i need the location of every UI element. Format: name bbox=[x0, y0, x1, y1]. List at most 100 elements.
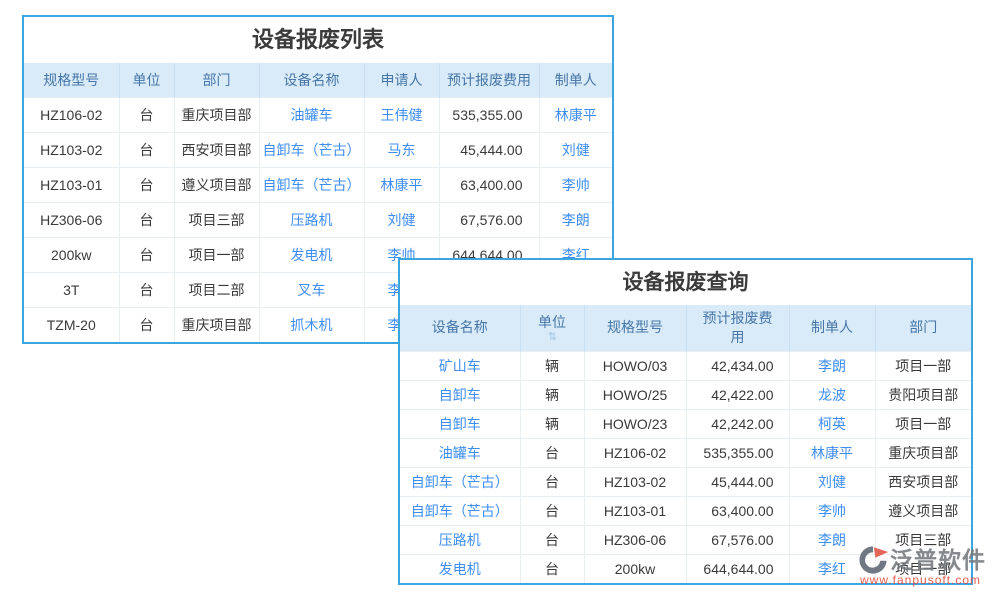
cell-maker[interactable]: 李红 bbox=[788, 553, 875, 583]
cell-equipment-name[interactable]: 发电机 bbox=[400, 553, 520, 583]
column-header-label: 单位 bbox=[538, 314, 566, 331]
cell-estimated-cost: 67,576.00 bbox=[438, 201, 539, 237]
column-header-label: 部门 bbox=[202, 71, 231, 88]
table-row: 发电机台 200kw 644,644.00 李红 项目一部 bbox=[400, 553, 971, 583]
cell-estimated-cost: 45,444.00 bbox=[438, 131, 539, 167]
cell-equipment-name[interactable]: 压路机 bbox=[258, 201, 364, 237]
cell-unit: 台 bbox=[519, 437, 584, 467]
table-row: 油罐车台 HZ106-02 535,355.00 林康平 重庆项目部 bbox=[400, 437, 971, 467]
cell-spec: HOWO/23 bbox=[583, 408, 686, 438]
cell-equipment-name[interactable]: 叉车 bbox=[258, 271, 364, 307]
cell-equipment-name[interactable]: 自卸车（芒古） bbox=[400, 495, 520, 525]
list-panel-title: 设备报废列表 bbox=[251, 27, 384, 52]
cell-unit: 台 bbox=[118, 96, 174, 132]
cell-applicant[interactable]: 马东 bbox=[363, 131, 439, 167]
cell-department: 项目一部 bbox=[874, 350, 971, 380]
column-header-unit[interactable]: 单位 ⇅ bbox=[519, 305, 584, 351]
cell-maker[interactable]: 李朗 bbox=[538, 201, 612, 237]
column-header-label: 制单人 bbox=[554, 71, 597, 88]
cell-spec: 3T bbox=[24, 271, 119, 307]
cell-spec: HZ306-06 bbox=[24, 201, 119, 237]
table-row: 自卸车（芒古）台 HZ103-02 45,444.00 刘健 西安项目部 bbox=[400, 466, 971, 496]
cell-department: 重庆项目部 bbox=[173, 306, 259, 342]
cell-unit: 台 bbox=[118, 236, 174, 272]
cell-equipment-name[interactable]: 自卸车（芒古） bbox=[258, 131, 364, 167]
cell-unit: 台 bbox=[118, 271, 174, 307]
cell-applicant[interactable]: 刘健 bbox=[363, 201, 439, 237]
header-row: 规格型号 单位 部门 设备名称 申请人 预计报废费用 制单人 bbox=[24, 63, 612, 97]
cell-department: 项目二部 bbox=[173, 271, 259, 307]
sort-icon[interactable]: ⇅ bbox=[547, 331, 557, 344]
cell-department: 遵义项目部 bbox=[173, 166, 259, 202]
cell-maker[interactable]: 龙波 bbox=[788, 379, 875, 409]
cell-unit: 辆 bbox=[519, 379, 584, 409]
cell-spec: HOWO/25 bbox=[583, 379, 686, 409]
column-header-label: 设备名称 bbox=[431, 319, 488, 336]
equipment-scrap-list-panel: 设备报废列表 规格型号 单位 部门 设备名称 申请人 预计报废费用 制单人 HZ106-02 台… bbox=[22, 15, 614, 344]
cell-equipment-name[interactable]: 自卸车 bbox=[400, 408, 520, 438]
cell-maker[interactable]: 李朗 bbox=[788, 524, 875, 554]
column-header-equipment-name: 设备名称 bbox=[400, 305, 520, 351]
cell-maker[interactable]: 柯英 bbox=[788, 408, 875, 438]
cell-equipment-name[interactable]: 油罐车 bbox=[258, 96, 364, 132]
column-header-label: 单位 bbox=[132, 71, 161, 88]
table-row: HZ103-01 台遵义项目部 自卸车（芒古） 林康平 63,400.00 李帅 bbox=[24, 166, 612, 202]
cell-estimated-cost: 535,355.00 bbox=[438, 96, 539, 132]
cell-maker[interactable]: 李帅 bbox=[538, 166, 612, 202]
cell-equipment-name[interactable]: 自卸车（芒古） bbox=[258, 166, 364, 202]
cell-spec: HZ103-02 bbox=[583, 466, 686, 496]
cell-maker[interactable]: 林康平 bbox=[538, 96, 612, 132]
cell-unit: 台 bbox=[519, 466, 584, 496]
cell-spec: HZ106-02 bbox=[24, 96, 119, 132]
column-header-spec: 规格型号 bbox=[583, 305, 686, 351]
cell-maker[interactable]: 李朗 bbox=[788, 350, 875, 380]
header-row: 设备名称 单位 ⇅ 规格型号 预计报废费用 制单人 部门 bbox=[400, 305, 971, 351]
cell-department: 西安项目部 bbox=[874, 466, 971, 496]
scrap-query-table: 设备名称 单位 ⇅ 规格型号 预计报废费用 制单人 部门 矿山车辆 HOWO/03 42,434.… bbox=[400, 305, 971, 583]
column-header-spec: 规格型号 bbox=[24, 63, 119, 97]
cell-spec: HZ306-06 bbox=[583, 524, 686, 554]
cell-applicant[interactable]: 王伟健 bbox=[363, 96, 439, 132]
cell-spec: HZ106-02 bbox=[583, 437, 686, 467]
column-header-label: 制单人 bbox=[811, 319, 853, 336]
cell-unit: 台 bbox=[118, 166, 174, 202]
cell-estimated-cost: 67,576.00 bbox=[685, 524, 789, 554]
table-row: HZ106-02 台重庆项目部 油罐车 王伟健 535,355.00 林康平 bbox=[24, 96, 612, 132]
query-panel-title: 设备报废查询 bbox=[622, 271, 749, 294]
cell-unit: 台 bbox=[118, 131, 174, 167]
cell-department: 遵义项目部 bbox=[874, 495, 971, 525]
cell-applicant[interactable]: 林康平 bbox=[363, 166, 439, 202]
cell-equipment-name[interactable]: 自卸车（芒古） bbox=[400, 466, 520, 496]
cell-equipment-name[interactable]: 矿山车 bbox=[400, 350, 520, 380]
column-header-label: 申请人 bbox=[380, 71, 423, 88]
table-row: 自卸车辆 HOWO/23 42,242.00 柯英 项目一部 bbox=[400, 408, 971, 438]
column-header-equipment-name: 设备名称 bbox=[258, 63, 364, 97]
cell-department: 项目一部 bbox=[874, 408, 971, 438]
cell-department: 项目三部 bbox=[173, 201, 259, 237]
column-header-department: 部门 bbox=[173, 63, 259, 97]
cell-department: 重庆项目部 bbox=[173, 96, 259, 132]
cell-maker[interactable]: 李帅 bbox=[788, 495, 875, 525]
table-row: HZ306-06 台项目三部 压路机 刘健 67,576.00 李朗 bbox=[24, 201, 612, 237]
cell-estimated-cost: 644,644.00 bbox=[685, 553, 789, 583]
cell-equipment-name[interactable]: 压路机 bbox=[400, 524, 520, 554]
cell-equipment-name[interactable]: 抓木机 bbox=[258, 306, 364, 342]
column-header-label: 规格型号 bbox=[607, 319, 663, 336]
table-row: 自卸车（芒古）台 HZ103-01 63,400.00 李帅 遵义项目部 bbox=[400, 495, 971, 525]
cell-equipment-name[interactable]: 自卸车 bbox=[400, 379, 520, 409]
column-header-maker: 制单人 bbox=[538, 63, 612, 97]
column-header-maker: 制单人 bbox=[788, 305, 875, 351]
cell-estimated-cost: 63,400.00 bbox=[685, 495, 789, 525]
cell-equipment-name[interactable]: 油罐车 bbox=[400, 437, 520, 467]
column-header-label: 预计报废费用 bbox=[447, 71, 531, 88]
cell-estimated-cost: 42,242.00 bbox=[685, 408, 789, 438]
cell-unit: 台 bbox=[519, 524, 584, 554]
cell-maker[interactable]: 刘健 bbox=[538, 131, 612, 167]
column-header-estimated-cost: 预计报废费用 bbox=[438, 63, 539, 97]
cell-maker[interactable]: 刘健 bbox=[788, 466, 875, 496]
cell-maker[interactable]: 林康平 bbox=[788, 437, 875, 467]
cell-equipment-name[interactable]: 发电机 bbox=[258, 236, 364, 272]
cell-department: 项目三部 bbox=[874, 524, 971, 554]
column-header-label: 预计报废费用 bbox=[702, 309, 773, 345]
cell-estimated-cost: 45,444.00 bbox=[685, 466, 789, 496]
